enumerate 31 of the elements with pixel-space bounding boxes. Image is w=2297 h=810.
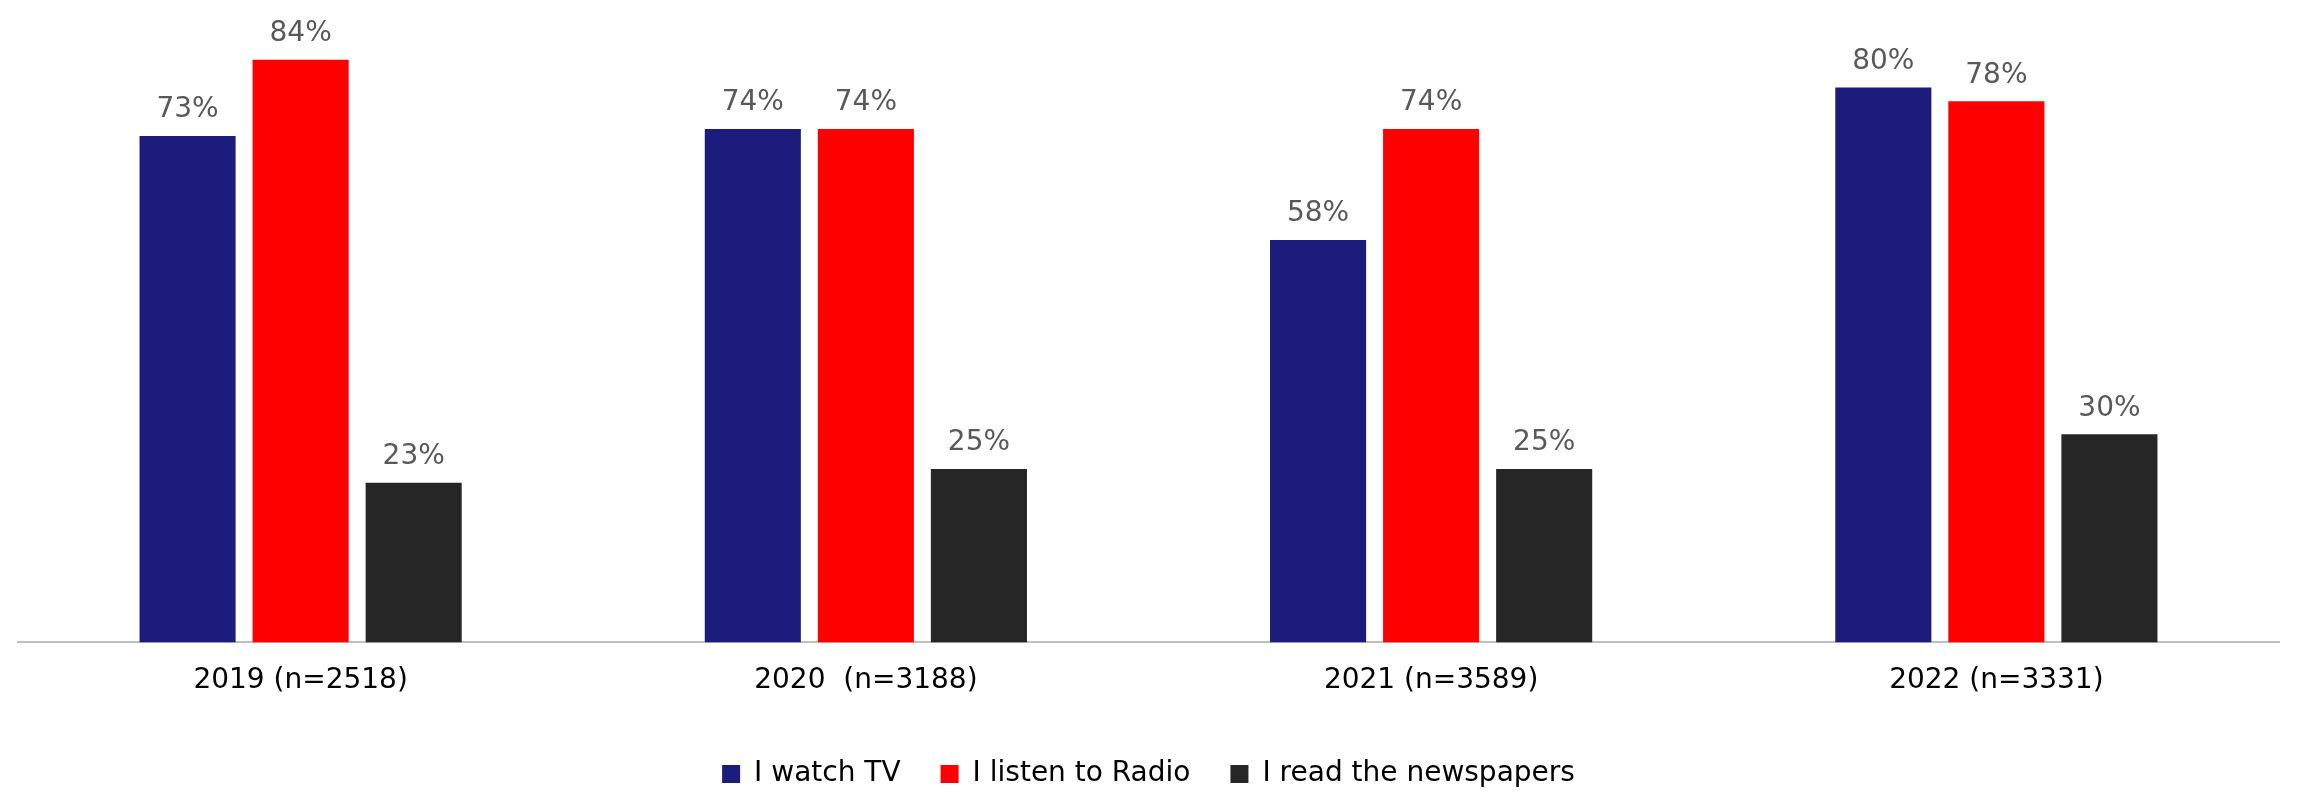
data-label: 74% — [721, 84, 784, 118]
legend-label: I listen to Radio — [972, 755, 1191, 789]
x-tick-label: 2020 (n=3188) — [754, 662, 978, 696]
data-label: 84% — [269, 14, 332, 48]
bar — [930, 468, 1027, 643]
data-label: 23% — [382, 438, 445, 472]
data-label: 73% — [156, 91, 219, 125]
data-label: 78% — [1965, 56, 2028, 90]
data-label: 74% — [1400, 84, 1463, 118]
x-tick-label: 2021 (n=3589) — [1323, 662, 1539, 696]
legend-label: I watch TV — [754, 755, 901, 789]
bar — [704, 129, 801, 643]
data-label: 25% — [1513, 424, 1576, 458]
bar — [1270, 240, 1367, 643]
bar — [1835, 87, 1932, 643]
bar — [365, 482, 462, 643]
data-label: 30% — [2078, 389, 2141, 423]
bar — [817, 129, 914, 643]
data-label: 25% — [947, 424, 1011, 458]
bar — [139, 135, 236, 643]
legend-label: I read the newspapers — [1262, 755, 1575, 789]
bar — [1948, 101, 2045, 643]
data-label: 80% — [1852, 42, 1915, 76]
data-label: 58% — [1286, 195, 1350, 229]
bar — [2061, 434, 2158, 643]
bar — [252, 59, 349, 643]
x-tick-label: 2022 (n=3331) — [1889, 662, 2104, 696]
data-label: 74% — [834, 84, 897, 118]
x-tick-label: 2019 (n=2518) — [193, 662, 408, 696]
bar — [1496, 468, 1593, 643]
bar — [1383, 129, 1480, 643]
